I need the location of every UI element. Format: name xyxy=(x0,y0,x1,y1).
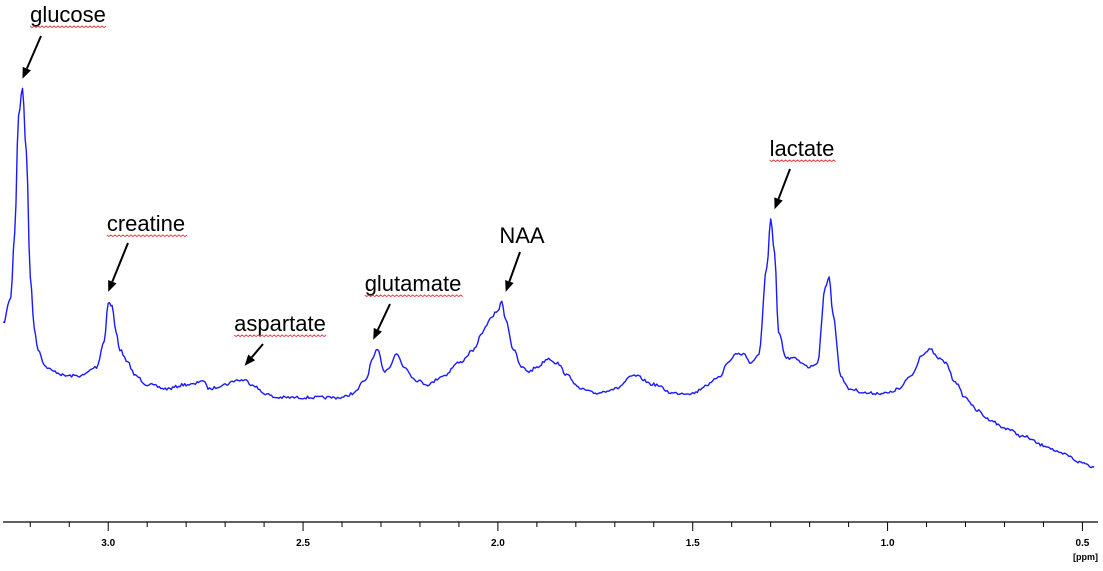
annotation-arrowhead xyxy=(774,197,783,210)
x-axis-ticks xyxy=(29,522,1083,531)
x-tick-label: 0.5 xyxy=(1075,538,1089,549)
annotation-arrowhead xyxy=(244,354,256,366)
annotation-arrow xyxy=(508,251,521,282)
x-tick-label: 2.0 xyxy=(491,538,505,549)
annotation-label-glucose: glucose xyxy=(30,2,106,27)
x-axis-tick-labels: 3.0 2.5 2.0 1.5 1.0 0.5 xyxy=(101,538,1090,549)
spectrum-line xyxy=(2,87,1095,469)
spellcheck-underline xyxy=(106,234,188,238)
annotation-arrowhead xyxy=(505,279,514,292)
peak-annotations: glucose creatine aspartate glutamate NAA lact… xyxy=(22,2,836,366)
annotation-label-lactate: lactate xyxy=(770,136,835,161)
annotation-arrowhead xyxy=(22,66,31,79)
annotation-arrowhead xyxy=(373,327,382,340)
annotation-arrow xyxy=(111,242,129,283)
spellcheck-underline xyxy=(364,294,463,298)
x-tick-label: 1.5 xyxy=(686,538,700,549)
annotation-label-glutamate: glutamate xyxy=(365,271,462,296)
annotation-arrow xyxy=(250,343,264,359)
annotation-arrow xyxy=(376,303,391,331)
annotation-label-aspartate: aspartate xyxy=(234,311,326,336)
spellcheck-underline xyxy=(233,334,327,338)
annotation-arrow xyxy=(25,35,42,70)
annotation-label-naa: NAA xyxy=(499,223,545,248)
spellcheck-underline xyxy=(769,159,836,163)
x-tick-label: 2.5 xyxy=(296,538,310,549)
x-axis-unit-label: [ppm] xyxy=(1073,552,1098,562)
x-tick-label: 3.0 xyxy=(101,538,115,549)
annotation-label-creatine: creatine xyxy=(107,211,185,236)
annotation-arrow xyxy=(777,168,791,200)
x-tick-label: 1.0 xyxy=(881,538,895,549)
spellcheck-underline xyxy=(29,25,107,29)
annotation-arrowhead xyxy=(108,279,117,292)
